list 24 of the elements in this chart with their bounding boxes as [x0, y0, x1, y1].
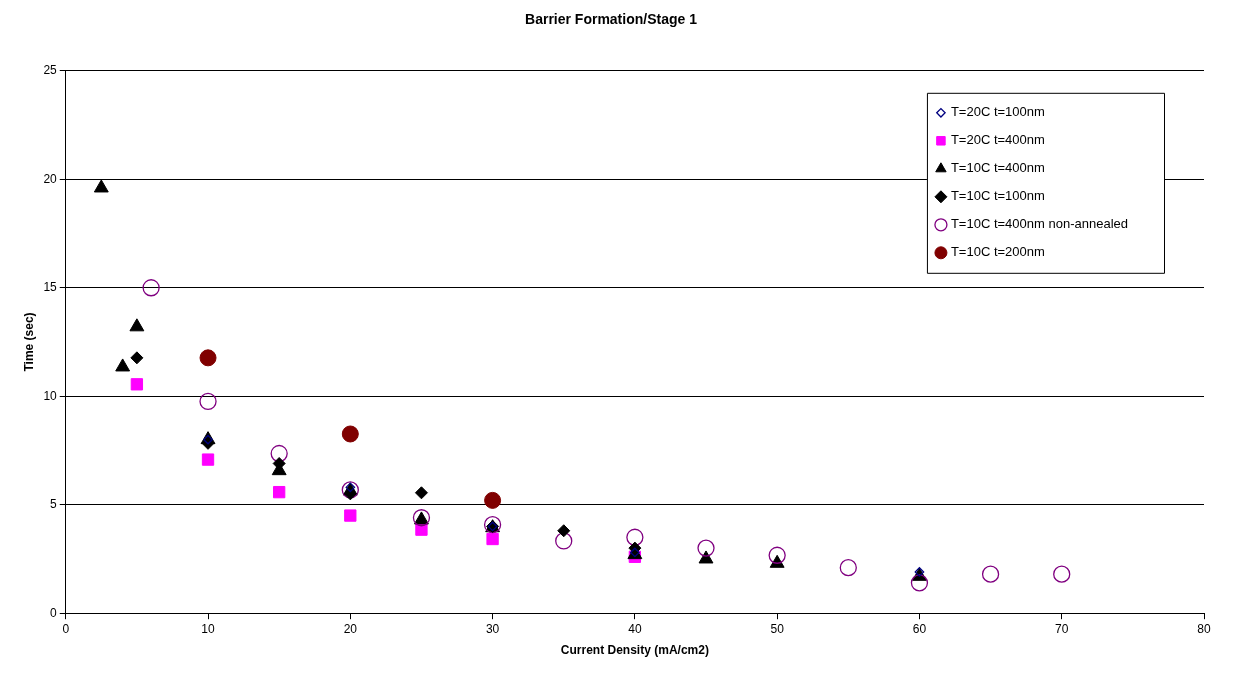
- x-tick-label: 30: [485, 621, 500, 636]
- legend-label: T=10C t=400nm non-annealed: [950, 216, 1128, 232]
- legend-label: T=10C t=200nm: [950, 244, 1045, 260]
- y-tick-label: 5: [50, 497, 58, 512]
- y-tick-label: 25: [43, 63, 58, 78]
- x-tick-label: 70: [1055, 621, 1069, 636]
- x-tick-label: 60: [912, 621, 927, 636]
- x-axis-title: Current Density (mA/cm2): [560, 643, 709, 658]
- legend-label: T=10C t=400nm: [950, 160, 1045, 176]
- chart-title: Barrier Formation/Stage 1: [525, 11, 698, 28]
- x-tick-label: 0: [62, 621, 70, 636]
- x-tick-label: 40: [628, 621, 642, 636]
- y-axis-title: Time (sec): [21, 312, 36, 372]
- x-tick-label: 10: [201, 621, 216, 636]
- x-tick-label: 20: [343, 621, 358, 636]
- legend-label: T=20C t=100nm: [950, 104, 1045, 120]
- legend-label: T=10C t=100nm: [950, 188, 1045, 204]
- x-tick-label: 80: [1197, 621, 1211, 636]
- x-tick-label: 50: [770, 621, 785, 636]
- y-tick-label: 0: [50, 605, 58, 620]
- y-tick-label: 10: [43, 388, 58, 403]
- y-tick-label: 20: [43, 171, 58, 186]
- legend-label: T=20C t=400nm: [950, 132, 1045, 148]
- y-tick-label: 15: [43, 280, 58, 295]
